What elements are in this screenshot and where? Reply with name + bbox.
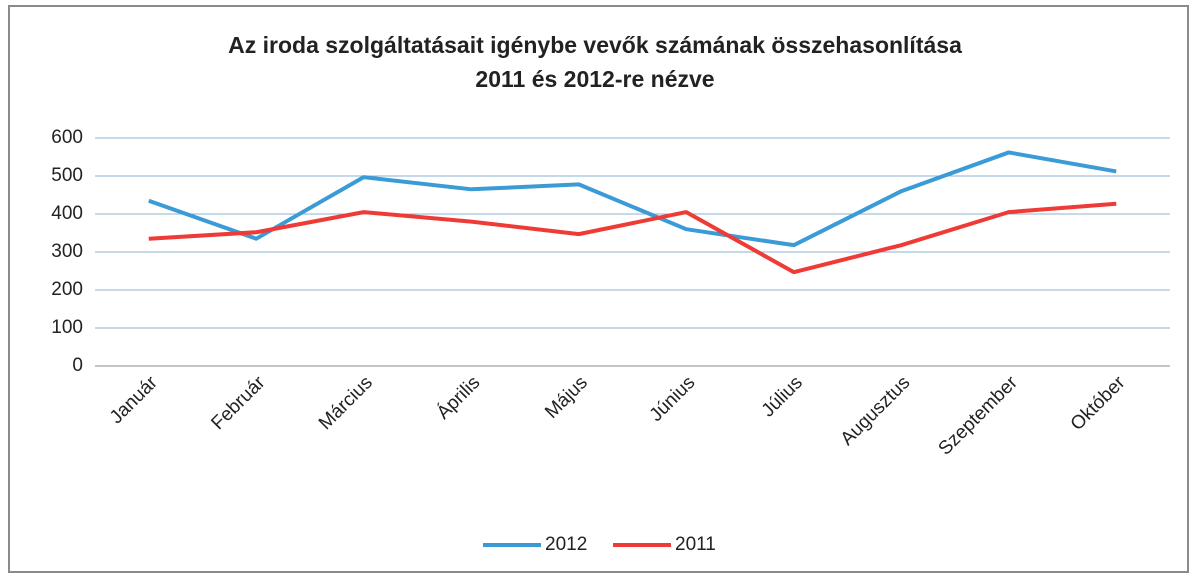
legend-label: 2012 [545,534,587,555]
x-tick-label: Augusztus [837,372,915,450]
x-tick-label: Október [1067,372,1130,435]
legend-label: 2011 [675,534,716,555]
x-tick-label: Május [541,372,592,423]
series-line [148,201,1117,275]
x-tick-label: Április [433,372,484,423]
y-tick-label: 200 [51,279,83,300]
y-tick-label: 100 [51,317,83,338]
x-tick-label: Szeptember [935,372,1023,460]
y-tick-label: 300 [51,241,83,262]
chart-frame [8,5,1189,573]
y-tick-label: 400 [51,203,83,224]
y-tick-label: 600 [51,127,83,148]
y-tick-label: 500 [51,165,83,186]
x-tick-label: Július [758,372,807,421]
chart-title: Az iroda szolgáltatásait igénybe vevők s… [228,32,962,92]
series-line [148,150,1117,248]
x-tick-label: Június [646,372,700,426]
x-tick-label: Március [315,372,377,434]
x-tick-label: Január [106,372,162,428]
x-tick-label: Február [207,372,269,434]
y-tick-label: 0 [72,355,83,376]
